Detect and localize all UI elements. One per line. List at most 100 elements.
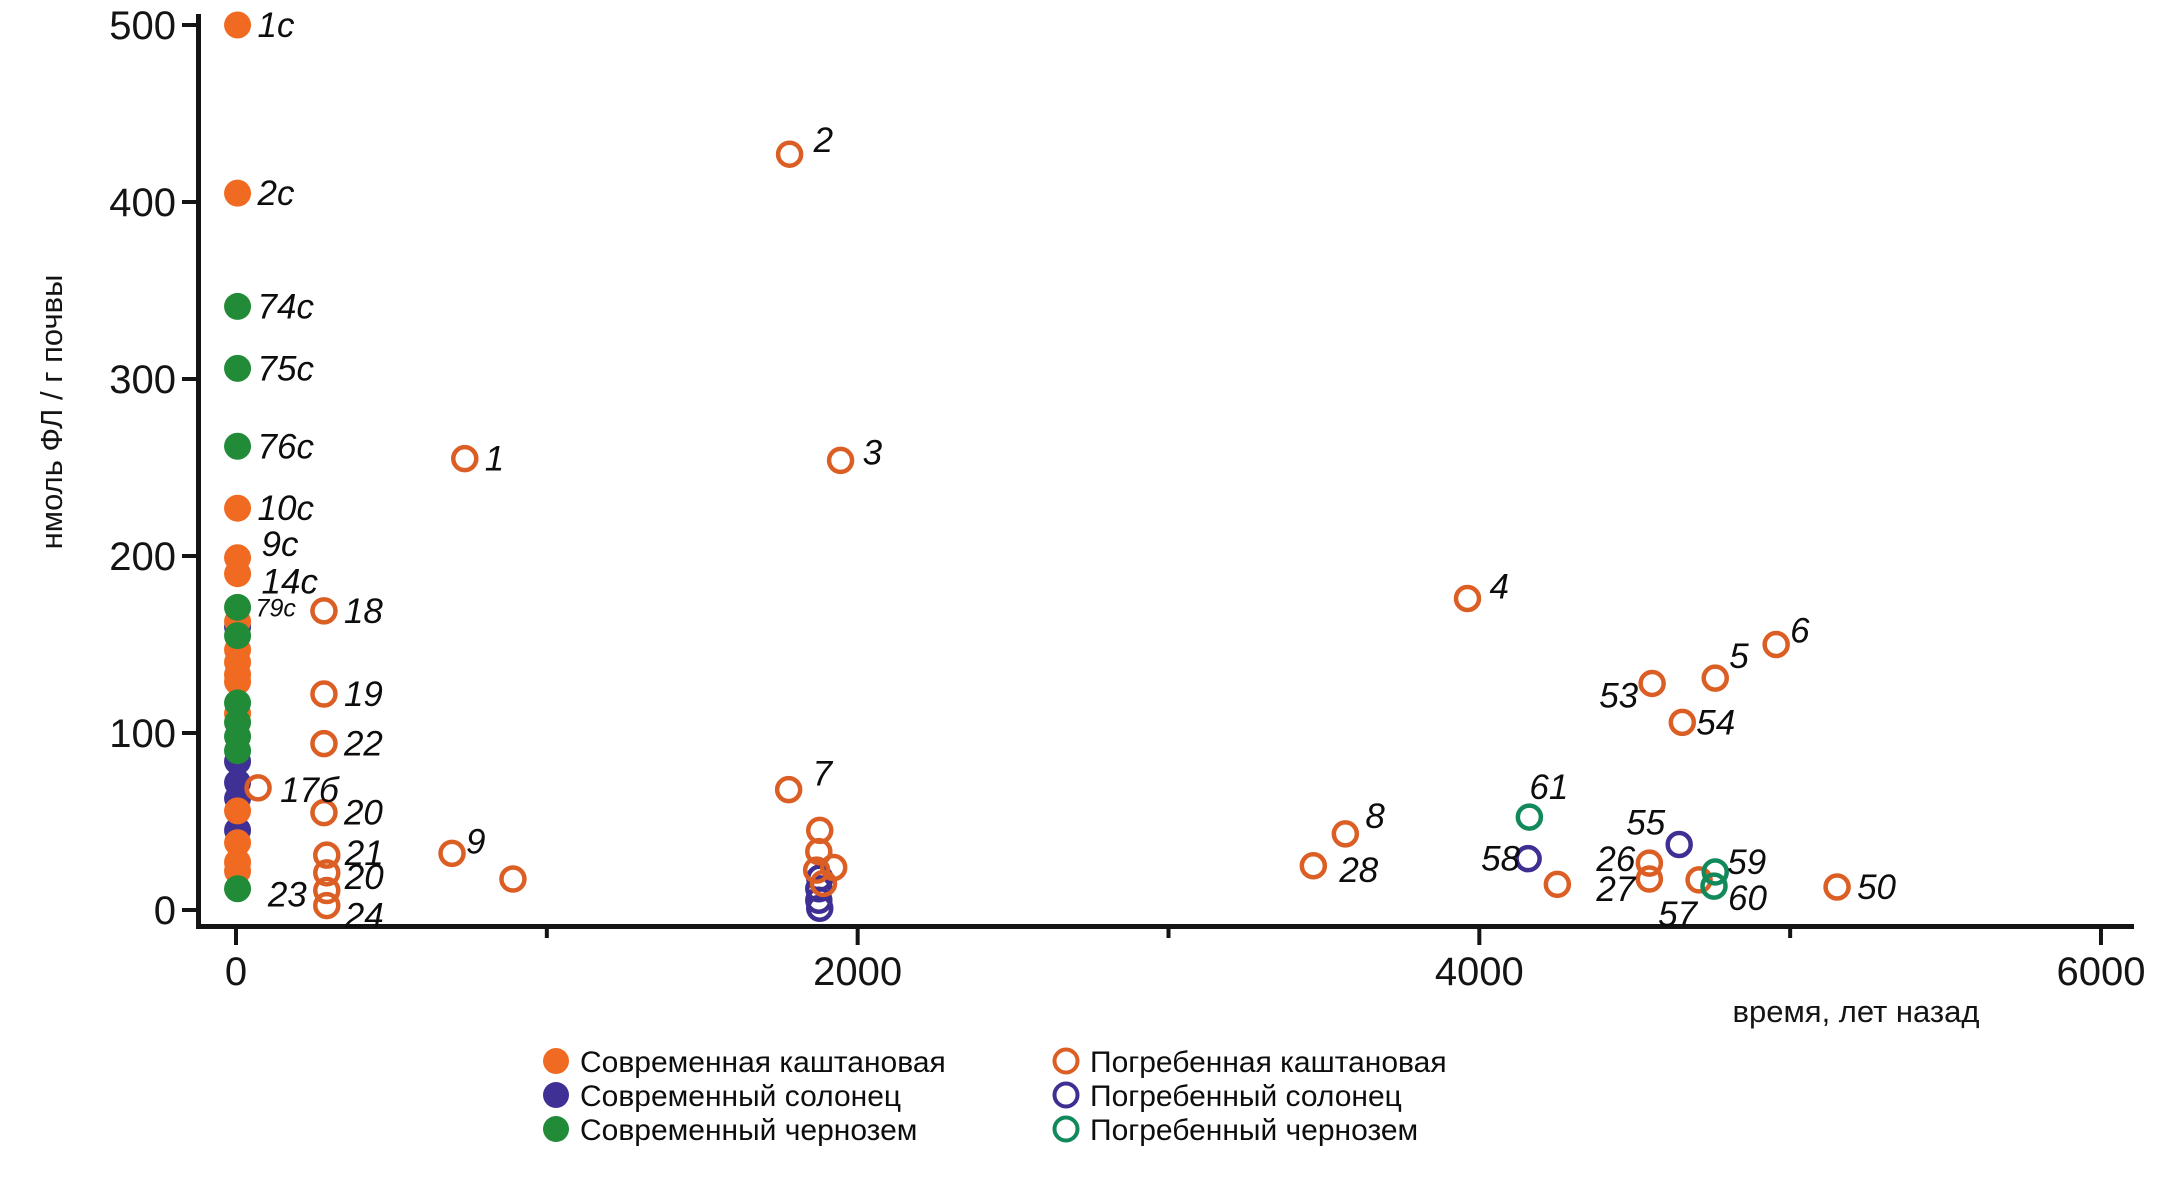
- x-tick-label: 6000: [2056, 950, 2145, 994]
- legend-item-label: Современный солонец: [580, 1080, 901, 1113]
- data-point: [1685, 866, 1713, 894]
- data-point: [1668, 708, 1697, 737]
- point-label: 7: [813, 755, 834, 794]
- data-point: [802, 856, 831, 884]
- point-label: 60: [1728, 879, 1767, 918]
- data-point: [1299, 852, 1328, 880]
- legend-item-label: Погребенный солонец: [1090, 1080, 1402, 1113]
- x-tick-label: 2000: [813, 950, 902, 994]
- point-label: 24: [344, 897, 384, 936]
- point-label: 8: [1365, 797, 1385, 836]
- point-label: 22: [343, 725, 383, 764]
- point-label: 9с: [262, 525, 299, 564]
- point-label: 61: [1529, 768, 1568, 807]
- point-label: 19: [344, 675, 383, 714]
- data-point: [224, 560, 252, 588]
- data-point: [310, 680, 338, 708]
- point-label: 9: [466, 822, 485, 861]
- data-point: [1638, 669, 1666, 698]
- point-label: 57: [1658, 895, 1698, 934]
- point-label: 54: [1696, 703, 1735, 742]
- data-point: [1514, 844, 1542, 873]
- point-label: 1: [485, 440, 504, 479]
- point-label: 14с: [262, 563, 319, 602]
- point-label: 10с: [258, 489, 315, 528]
- data-point: [1700, 872, 1728, 900]
- data-point: [224, 179, 252, 207]
- point-labels: 1с2с10с9с14с74с75с76с79с585517б181922202…: [256, 6, 1897, 936]
- data-point: [1665, 830, 1693, 859]
- data-point: [805, 875, 833, 903]
- data-point: [224, 354, 252, 382]
- x-tick-label: 4000: [1435, 950, 1524, 994]
- data-point: [805, 837, 833, 866]
- data-point: [805, 894, 834, 922]
- data-point: [451, 444, 479, 473]
- data-point: [244, 774, 272, 802]
- legend-marker-filled: [543, 1048, 569, 1074]
- data-point: [438, 839, 466, 868]
- point-label: 74с: [258, 287, 315, 326]
- legend-item-label: Погребенная каштановая: [1090, 1046, 1447, 1079]
- data-point: [1701, 858, 1729, 886]
- y-tick-label: 0: [154, 889, 176, 933]
- legend-marker-filled: [543, 1116, 569, 1142]
- y-tick-label: 100: [109, 712, 176, 756]
- legend-marker-open: [1052, 1115, 1080, 1143]
- point-label: 58: [1481, 840, 1520, 879]
- point-label: 2с: [257, 174, 295, 213]
- data-point: [809, 869, 838, 898]
- data-point: [775, 140, 804, 168]
- axes: 0 100 200 300 400 500 0 2000 4000 6000: [109, 4, 2145, 994]
- data-point: [224, 668, 252, 696]
- point-label: 53: [1599, 676, 1638, 715]
- y-axis-title: нмоль ФЛ / г почвы: [34, 275, 69, 550]
- data-point: [224, 737, 252, 765]
- data-point: [1762, 630, 1790, 659]
- data-point: [1823, 873, 1851, 901]
- data-point: [313, 859, 341, 887]
- data-point: [499, 865, 527, 893]
- data-point: [224, 593, 252, 621]
- point-label: 28: [1338, 851, 1378, 890]
- point-label: 18: [344, 592, 383, 631]
- point-label: 20: [344, 858, 384, 897]
- point-label: 55: [1626, 804, 1665, 843]
- data-point: [224, 292, 252, 320]
- point-label: 76с: [258, 427, 315, 466]
- point-label: 75с: [258, 349, 315, 388]
- y-tick-label: 200: [109, 535, 176, 579]
- point-label: 3: [863, 433, 883, 472]
- point-label: 2: [813, 121, 833, 160]
- data-point: [224, 622, 252, 650]
- y-tick-label: 500: [109, 4, 176, 48]
- point-label: 79с: [256, 594, 297, 622]
- data-point: [1515, 803, 1544, 831]
- point-label: 1с: [258, 6, 295, 45]
- data-point: [224, 875, 252, 903]
- legend-marker-filled: [543, 1082, 569, 1108]
- legend-item-label: Погребенный чернозем: [1090, 1114, 1418, 1147]
- data-point: [224, 689, 252, 717]
- data-point: [1543, 870, 1572, 899]
- point-label: 5: [1729, 637, 1749, 676]
- legend-marker-open: [1052, 1047, 1080, 1075]
- x-axis-title: время, лет назад: [1733, 994, 1980, 1029]
- point-label: 17б: [280, 771, 340, 810]
- data-point: [1635, 849, 1664, 877]
- data-point: [224, 829, 252, 857]
- legend-item-label: Современная каштановая: [580, 1046, 946, 1079]
- point-label: 20: [343, 794, 383, 833]
- point-label: 6: [1790, 612, 1810, 651]
- y-tick-label: 400: [109, 181, 176, 225]
- data-point: [774, 775, 803, 804]
- data-point: [224, 11, 252, 39]
- data-point: [1701, 664, 1729, 692]
- legend-item-label: Современный чернозем: [580, 1114, 917, 1147]
- point-label: 27: [1595, 870, 1636, 909]
- data-point: [1635, 865, 1664, 893]
